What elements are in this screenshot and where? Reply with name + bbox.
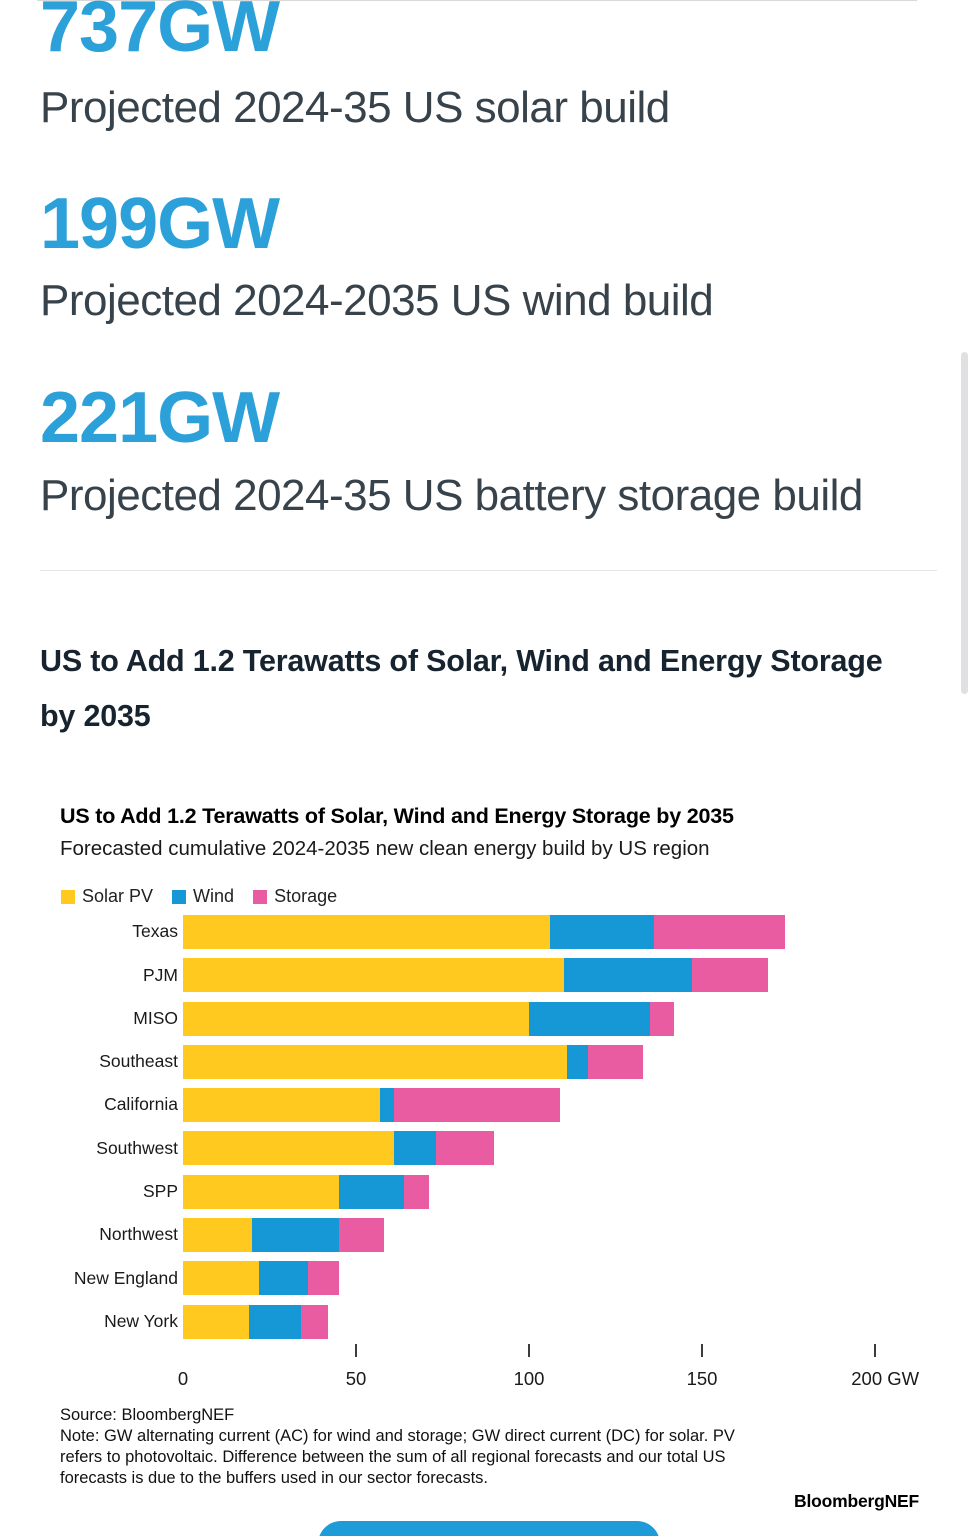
- stat-storage-label: Projected 2024-35 US battery storage bui…: [40, 471, 863, 520]
- axis-tick: [874, 1344, 876, 1357]
- chart-row: Northwest: [60, 1218, 917, 1253]
- bar-segment-storage: [435, 1131, 495, 1166]
- region-label: Northwest: [99, 1224, 178, 1245]
- article-heading: US to Add 1.2 Terawatts of Solar, Wind a…: [40, 644, 883, 733]
- source-line: Source: BloombergNEF: [60, 1406, 235, 1424]
- chart-row: Southeast: [60, 1044, 917, 1079]
- bar-segment-solar-pv: [183, 958, 564, 993]
- chart-row: New England: [60, 1261, 917, 1296]
- bar-segment-storage: [650, 1001, 675, 1036]
- cta-button[interactable]: [318, 1521, 660, 1536]
- stacked-bar: [183, 1261, 339, 1296]
- bar-segment-solar-pv: [183, 915, 550, 949]
- axis-tick-label: 0: [177, 1368, 189, 1389]
- bar-segment-solar-pv: [183, 1218, 253, 1253]
- region-label: Southwest: [96, 1137, 178, 1158]
- stat-wind-label: Projected 2024-2035 US wind build: [40, 276, 714, 325]
- scrollbar-thumb[interactable]: [961, 352, 968, 694]
- stacked-bar: [183, 1304, 329, 1339]
- stacked-bar: [183, 915, 786, 949]
- bloombergnef-logo: BloombergNEF: [794, 1491, 919, 1511]
- chart-legend: Solar PV Wind Storage: [61, 886, 337, 907]
- bar-segment-solar-pv: [183, 1088, 381, 1123]
- axis-tick-label: 50: [345, 1368, 367, 1389]
- stacked-bar: [183, 1218, 384, 1253]
- bar-segment-storage: [404, 1174, 429, 1209]
- region-label: Southeast: [99, 1051, 178, 1072]
- stacked-bar: [183, 1044, 644, 1079]
- bar-segment-wind: [394, 1131, 436, 1166]
- region-label: New England: [73, 1267, 178, 1288]
- chart-plot-area: Texas PJM MISO Southeast California Southwest…: [60, 915, 917, 1339]
- bar-segment-wind: [567, 1044, 588, 1079]
- stacked-bar: [183, 1001, 675, 1036]
- chart-x-axis: 0 50 100 150 200 GW: [178, 1341, 920, 1401]
- bar-segment-wind: [549, 915, 654, 949]
- chart-row: Texas: [60, 915, 917, 949]
- bar-segment-solar-pv: [183, 1261, 260, 1296]
- stacked-bar: [183, 958, 768, 993]
- legend-label-wind: Wind: [193, 886, 235, 906]
- bar-segment-solar-pv: [183, 1044, 568, 1079]
- legend-item-wind: Wind: [172, 886, 234, 907]
- legend-swatch-solar: [61, 889, 75, 904]
- legend-item-storage: Storage: [253, 886, 337, 907]
- bar-segment-solar-pv: [183, 1131, 395, 1166]
- legend-label-solar: Solar PV: [82, 886, 154, 906]
- region-label: Texas: [132, 921, 178, 942]
- stacked-bar: [183, 1174, 429, 1209]
- chart-row: Southwest: [60, 1131, 917, 1166]
- legend-swatch-storage: [253, 889, 268, 904]
- bar-segment-solar-pv: [183, 1001, 529, 1036]
- axis-tick-label: 200 GW: [851, 1368, 920, 1389]
- region-label: PJM: [143, 964, 178, 985]
- legend-swatch-wind: [172, 889, 187, 904]
- chart-row: MISO: [60, 1001, 917, 1036]
- region-label: California: [104, 1094, 178, 1115]
- bar-segment-wind: [529, 1001, 651, 1036]
- chart-row: PJM: [60, 958, 917, 993]
- chart-subtitle: Forecasted cumulative 2024-2035 new clea…: [60, 837, 710, 860]
- axis-tick-label: 150: [686, 1368, 718, 1389]
- bar-segment-wind: [338, 1174, 405, 1209]
- stat-storage-value: 221GW: [40, 378, 280, 458]
- region-label: New York: [104, 1310, 178, 1331]
- bar-segment-storage: [691, 958, 768, 993]
- bar-segment-wind: [259, 1261, 308, 1296]
- chart-row: SPP: [60, 1174, 917, 1209]
- bar-segment-wind: [248, 1304, 301, 1339]
- stat-solar-label: Projected 2024-35 US solar build: [40, 83, 670, 132]
- chart-row: California: [60, 1088, 917, 1123]
- axis-tick: [355, 1344, 357, 1357]
- bar-segment-storage: [587, 1044, 644, 1079]
- note-text: Note: GW alternating current (AC) for wi…: [60, 1427, 735, 1487]
- bar-segment-wind: [380, 1088, 395, 1123]
- chart-title: US to Add 1.2 Terawatts of Solar, Wind a…: [60, 804, 734, 828]
- bar-segment-storage: [300, 1304, 329, 1339]
- bar-segment-storage: [338, 1218, 384, 1253]
- bar-segment-solar-pv: [183, 1174, 339, 1209]
- bar-segment-solar-pv: [183, 1304, 249, 1339]
- legend-label-storage: Storage: [274, 886, 338, 906]
- axis-tick-label: 100: [513, 1368, 545, 1389]
- chart-row: New York: [60, 1304, 917, 1339]
- bar-segment-wind: [563, 958, 692, 993]
- axis-tick: [528, 1344, 530, 1357]
- axis-tick: [701, 1344, 703, 1357]
- bar-segment-storage: [307, 1261, 339, 1296]
- stacked-bar: [183, 1131, 495, 1166]
- bar-segment-storage: [653, 915, 786, 949]
- stat-solar-value: 737GW: [40, 0, 280, 67]
- legend-item-solar: Solar PV: [61, 886, 153, 907]
- stat-wind-value: 199GW: [40, 184, 280, 264]
- region-label: SPP: [142, 1181, 178, 1202]
- bar-segment-storage: [394, 1088, 561, 1123]
- region-label: MISO: [133, 1007, 178, 1028]
- top-hairline: [37, 0, 917, 1]
- stacked-bar: [183, 1088, 561, 1123]
- bar-segment-wind: [252, 1218, 339, 1253]
- section-divider: [40, 570, 937, 571]
